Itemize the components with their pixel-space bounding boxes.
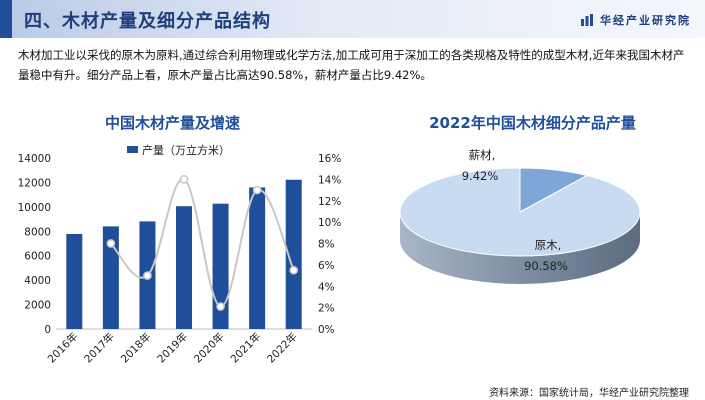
bar	[249, 187, 266, 329]
y-left-tick-label: 2000	[24, 300, 51, 312]
source-note: 资料来源：国家统计局，华经产业研究院整理	[489, 388, 689, 399]
y-right-tick-label: 14%	[318, 174, 341, 186]
pie-chart-title: 2022年中国木材细分产品产量	[429, 114, 636, 132]
brand-name: 华经产业研究院	[600, 14, 691, 27]
growth-rate-point	[106, 239, 116, 248]
y-right-tick-label: 10%	[318, 217, 341, 229]
x-tick-label: 2017年	[81, 330, 117, 366]
y-left-tick-label: 8000	[24, 226, 51, 238]
intro-paragraph: 木材加工业以采伐的原木为原料,通过综合利用物理或化学方法,加工成可用于深加工的各…	[18, 48, 685, 82]
production-bar-chart: 0 2000 4000 6000 8000 10000 12000 14000 0% 2% 4% 6%…	[18, 143, 342, 366]
brand: 华经产业研究院	[580, 12, 691, 28]
growth-rate-line	[110, 178, 295, 308]
legend-label: 产量（万立方米）	[142, 143, 230, 157]
y-right-tick-label: 2%	[318, 303, 335, 315]
pie-label-firewood-name: 薪材,	[469, 148, 496, 162]
product-pie-chart: 薪材, 9.42% 原木, 90.58%	[399, 148, 641, 284]
y-right-tick-label: 16%	[318, 153, 341, 165]
pie-side-wall	[400, 212, 640, 284]
header-bar: 四、木材产量及细分产品结构 华经产业研究院	[0, 0, 705, 38]
header-accent	[0, 0, 12, 38]
x-tick-label: 2022年	[264, 330, 300, 366]
bar	[102, 226, 119, 329]
y-left-tick-label: 10000	[18, 202, 51, 214]
y-left-tick-label: 0	[44, 324, 51, 336]
growth-rate-point	[216, 302, 225, 311]
y-right-tick-label: 12%	[318, 196, 341, 208]
y-right-tick-label: 6%	[318, 260, 335, 272]
page-title: 四、木材产量及细分产品结构	[24, 11, 271, 32]
x-tick-label: 2019年	[155, 330, 191, 366]
x-tick-label: 2021年	[228, 330, 264, 366]
bar	[285, 179, 302, 329]
bar	[212, 203, 229, 329]
pie-label-log-value: 90.58%	[524, 259, 568, 273]
growth-rate-point	[143, 271, 152, 280]
growth-rate-point	[289, 265, 299, 275]
legend-swatch	[127, 146, 138, 153]
y-right-tick-label: 4%	[318, 281, 335, 293]
bar-chart-title: 中国木材产量及增速	[104, 114, 240, 132]
y-left-tick-label: 12000	[18, 177, 51, 189]
x-tick-label: 2018年	[118, 330, 154, 366]
pie-label-log-name: 原木,	[535, 238, 562, 252]
brand-logo-icon	[581, 14, 593, 26]
y-right-tick-label: 8%	[318, 239, 335, 251]
y-left-tick-label: 14000	[18, 153, 51, 165]
y-left-tick-label: 4000	[24, 275, 51, 287]
growth-rate-point	[252, 185, 262, 195]
pie-slice-firewood	[519, 167, 589, 213]
y-right-tick-label: 0%	[318, 324, 335, 336]
y-left-tick-label: 6000	[24, 251, 51, 263]
bar	[176, 206, 192, 329]
pie-label-firewood-value: 9.42%	[462, 169, 499, 183]
bar	[66, 233, 83, 329]
pie-slice-log	[399, 167, 641, 257]
growth-rate-point	[179, 175, 189, 184]
x-tick-label: 2020年	[191, 330, 227, 366]
